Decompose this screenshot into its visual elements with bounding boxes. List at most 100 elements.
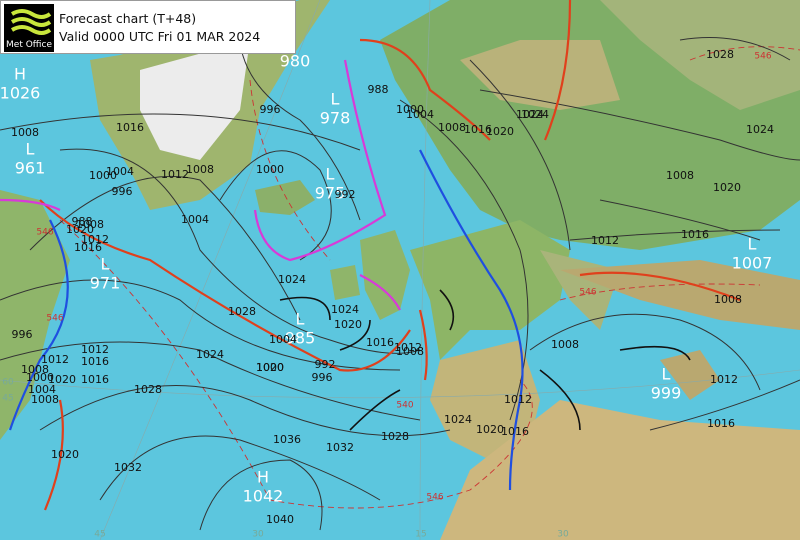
isobar-label: 1012 bbox=[81, 233, 109, 246]
center-value: 1007 bbox=[732, 254, 773, 273]
isobar-label: 1020 bbox=[713, 181, 741, 194]
isobar-label: 1000 bbox=[256, 163, 284, 176]
isobars bbox=[0, 9, 800, 531]
isobar-label: 1020 bbox=[51, 448, 79, 461]
isobar-label: 1016 bbox=[707, 417, 735, 430]
fronts bbox=[0, 0, 741, 511]
logo: Met Office bbox=[4, 4, 54, 52]
center-type: H bbox=[257, 468, 269, 487]
isobar-label: 1004 bbox=[106, 165, 134, 178]
isobar-label: 992 bbox=[335, 188, 356, 201]
isobar-label: 1020 bbox=[66, 223, 94, 236]
center-type: L bbox=[326, 165, 335, 184]
isobar-label: 1008 bbox=[714, 293, 742, 306]
grid-label: 15 bbox=[415, 530, 426, 540]
center-value: 985 bbox=[285, 329, 316, 348]
isobar-label: 1036 bbox=[273, 433, 301, 446]
isobar-label: 1000 bbox=[26, 371, 54, 384]
thickness-label: 546 bbox=[754, 52, 771, 62]
isobar-label: 1012 bbox=[394, 341, 422, 354]
isobar-label: 1012 bbox=[710, 373, 738, 386]
isobar-label: 988 bbox=[72, 215, 93, 228]
center-type: H bbox=[14, 65, 26, 84]
isobar-label: 1008 bbox=[186, 163, 214, 176]
header-panel: Met Office Forecast chart (T+48) Valid 0… bbox=[0, 0, 296, 54]
isobar-label: 1020 bbox=[334, 318, 362, 331]
isobar-label: 1012 bbox=[81, 343, 109, 356]
isobar-label: 988 bbox=[368, 83, 389, 96]
isobar-label: 1028 bbox=[381, 430, 409, 443]
isobar-label: 1008 bbox=[11, 126, 39, 139]
grid-label: 45 bbox=[94, 530, 105, 540]
isobar-label: 1020 bbox=[256, 361, 284, 374]
isobar-label: 1012 bbox=[591, 234, 619, 247]
isobar-label: 1016 bbox=[81, 355, 109, 368]
isobar-label: 1016 bbox=[116, 121, 144, 134]
center-value: 961 bbox=[15, 159, 46, 178]
isobar-label: 996 bbox=[112, 185, 133, 198]
isobar-label: 1012 bbox=[41, 353, 69, 366]
isobar-label: 1024 bbox=[331, 303, 359, 316]
isobar-label: 1024 bbox=[444, 413, 472, 426]
isobar-label: 1028 bbox=[134, 383, 162, 396]
isobar-label: 1008 bbox=[21, 363, 49, 376]
isobar-label: 1024 bbox=[521, 108, 549, 121]
isobar-label: 1000 bbox=[256, 361, 284, 374]
chart-title: Forecast chart (T+48) bbox=[59, 11, 197, 26]
center-value: 1042 bbox=[243, 487, 284, 506]
isobar-label: 1012 bbox=[504, 393, 532, 406]
center-type: L bbox=[748, 235, 757, 254]
thickness-label: 546 bbox=[36, 228, 53, 238]
isobar-label: 980 bbox=[280, 52, 311, 71]
center-value: 1026 bbox=[0, 84, 40, 103]
isobar-label: 1004 bbox=[181, 213, 209, 226]
isobar-label: 996 bbox=[12, 328, 33, 341]
thickness-lines bbox=[59, 46, 800, 509]
center-value: 975 bbox=[315, 184, 346, 203]
center-type: L bbox=[662, 365, 671, 384]
center-type: L bbox=[26, 140, 35, 159]
isobar-label: 1028 bbox=[706, 48, 734, 61]
isobar-label: 1000 bbox=[396, 103, 424, 116]
isobar-label: 1032 bbox=[326, 441, 354, 454]
isobar-label: 1008 bbox=[666, 169, 694, 182]
isobar-label: 1000 bbox=[89, 169, 117, 182]
grid-label: 30 bbox=[557, 530, 569, 540]
center-type: L bbox=[331, 90, 340, 109]
isobar-label: 996 bbox=[260, 103, 281, 116]
isobar-label: 1004 bbox=[406, 108, 434, 121]
isobar-label: 1032 bbox=[114, 461, 142, 474]
isobar-label: 1020 bbox=[486, 125, 514, 138]
isobar-label: 1004 bbox=[269, 333, 297, 346]
valid-time: Valid 0000 UTC Fri 01 MAR 2024 bbox=[59, 29, 261, 44]
thickness-label: 546 bbox=[426, 493, 443, 503]
center-type: L bbox=[101, 255, 110, 274]
center-value: 971 bbox=[90, 274, 121, 293]
isobar-label: 1020 bbox=[476, 423, 504, 436]
isobar-label: 1020 bbox=[48, 373, 76, 386]
isobar-label: 1004 bbox=[28, 383, 56, 396]
grid-label: 45 bbox=[2, 394, 13, 404]
thickness-label: 540 bbox=[396, 401, 413, 411]
isobar-label: 1008 bbox=[438, 121, 466, 134]
grid-label: 30 bbox=[252, 530, 264, 540]
logo-text: Met Office bbox=[6, 40, 52, 50]
isobar-label: 1008 bbox=[396, 345, 424, 358]
isobar-label: 1016 bbox=[501, 425, 529, 438]
grid-label: 60 bbox=[2, 378, 14, 388]
map-labels: H1026L961L978L975L971L985L1007L999H10429… bbox=[0, 48, 774, 540]
isobar-label: 1016 bbox=[81, 373, 109, 386]
logo-waves bbox=[10, 9, 52, 35]
thickness-label: 546 bbox=[579, 288, 596, 298]
isobar-label: 1024 bbox=[516, 108, 544, 121]
isobar-label: 1008 bbox=[551, 338, 579, 351]
isobar-label: 1040 bbox=[266, 513, 294, 526]
isobar-label: 1016 bbox=[74, 241, 102, 254]
center-value: 999 bbox=[651, 384, 682, 403]
isobar-label: 996 bbox=[312, 371, 333, 384]
isobar-label: 1028 bbox=[228, 305, 256, 318]
isobar-label: 1024 bbox=[196, 348, 224, 361]
